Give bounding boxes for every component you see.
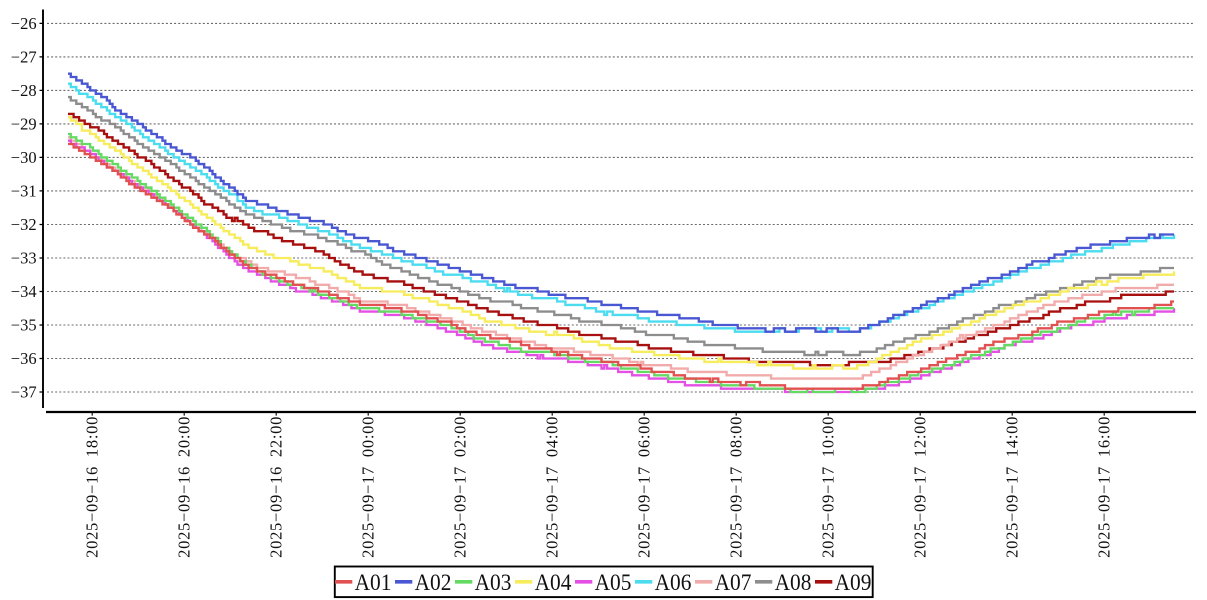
svg-text:A08: A08: [775, 570, 812, 595]
svg-text:2025−09−17 08:00: 2025−09−17 08:00: [727, 416, 746, 558]
svg-text:−27: −27: [11, 48, 37, 67]
svg-text:A09: A09: [835, 570, 872, 595]
svg-text:A03: A03: [475, 570, 512, 595]
svg-text:−29: −29: [11, 115, 37, 134]
svg-text:A01: A01: [355, 570, 392, 595]
svg-text:2025−09−17 16:00: 2025−09−17 16:00: [1095, 416, 1114, 558]
svg-text:−31: −31: [11, 182, 37, 201]
svg-text:−35: −35: [11, 316, 37, 335]
svg-text:−26: −26: [11, 14, 37, 33]
svg-text:A04: A04: [535, 570, 572, 595]
svg-text:2025−09−17 12:00: 2025−09−17 12:00: [911, 416, 930, 558]
svg-text:2025−09−16 22:00: 2025−09−16 22:00: [267, 416, 286, 558]
svg-text:2025−09−16 20:00: 2025−09−16 20:00: [175, 416, 194, 558]
svg-text:A07: A07: [715, 570, 752, 595]
svg-text:2025−09−17 00:00: 2025−09−17 00:00: [359, 416, 378, 558]
svg-text:2025−09−17 02:00: 2025−09−17 02:00: [451, 416, 470, 558]
svg-text:−33: −33: [11, 249, 37, 268]
svg-text:−34: −34: [11, 282, 37, 301]
svg-text:−32: −32: [11, 215, 37, 234]
svg-text:−30: −30: [11, 148, 37, 167]
svg-text:−28: −28: [11, 81, 37, 100]
svg-text:2025−09−17 14:00: 2025−09−17 14:00: [1003, 416, 1022, 558]
svg-text:A06: A06: [655, 570, 692, 595]
svg-text:A02: A02: [415, 570, 452, 595]
svg-text:2025−09−17 06:00: 2025−09−17 06:00: [635, 416, 654, 558]
svg-text:A05: A05: [595, 570, 632, 595]
svg-text:2025−09−17 10:00: 2025−09−17 10:00: [819, 416, 838, 558]
svg-text:−37: −37: [11, 383, 37, 402]
svg-text:2025−09−17 04:00: 2025−09−17 04:00: [543, 416, 562, 558]
svg-text:−36: −36: [11, 349, 37, 368]
svg-text:2025−09−16 18:00: 2025−09−16 18:00: [83, 416, 102, 558]
